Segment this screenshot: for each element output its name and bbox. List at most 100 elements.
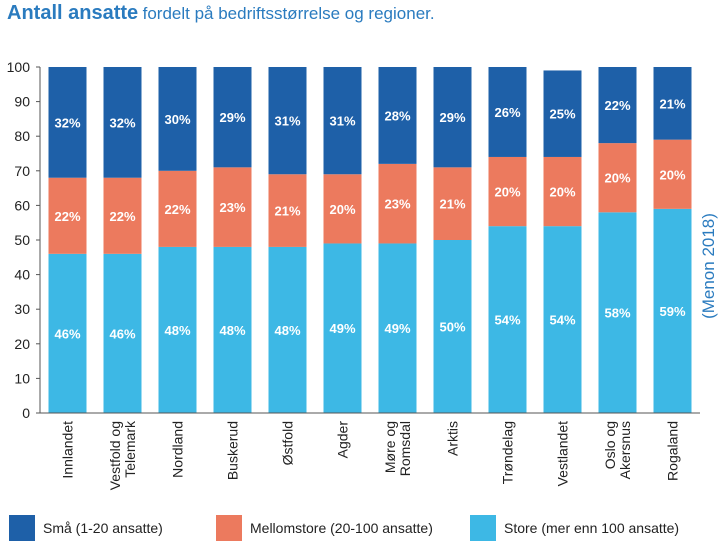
x-category-label: Buskerud — [225, 421, 241, 480]
data-label: 20% — [549, 185, 575, 200]
bar-segment — [103, 67, 142, 178]
data-label: 21% — [274, 204, 300, 219]
data-label: 31% — [329, 114, 355, 129]
data-label: 30% — [164, 112, 190, 127]
x-category-label-line: Telemark — [122, 420, 138, 478]
data-label: 22% — [54, 209, 80, 224]
data-label: 54% — [549, 313, 575, 328]
y-tick-label: 0 — [22, 405, 30, 421]
x-category-label: Arktis — [445, 421, 461, 456]
bar-segment — [48, 177, 87, 254]
x-category-label: Trøndelag — [500, 421, 516, 484]
y-tick-label: 30 — [14, 301, 30, 317]
data-label: 21% — [659, 96, 685, 111]
bar-segment — [378, 163, 417, 244]
bar-segment — [268, 67, 307, 175]
legend-swatch-medium — [216, 515, 242, 541]
x-category-label: Oslo og Akersnus — [602, 421, 633, 479]
bar-segment — [268, 246, 307, 413]
data-label: 32% — [54, 115, 80, 130]
bar-segment — [268, 174, 307, 247]
data-label: 23% — [384, 197, 410, 212]
chart-title-rest: fordelt på bedriftsstørrelse og regioner… — [142, 4, 435, 23]
y-tick-label: 70 — [14, 163, 30, 179]
bar-segment — [488, 156, 527, 227]
x-category-label-line: Agder — [335, 421, 351, 459]
x-category-label-line: Rogaland — [665, 421, 681, 481]
data-label: 23% — [219, 200, 245, 215]
data-label: 46% — [54, 326, 80, 341]
data-label: 48% — [164, 323, 190, 338]
bar-segment — [598, 212, 637, 413]
x-category-label-line: Møre og — [382, 421, 398, 473]
source-note: (Menon 2018) — [699, 213, 718, 319]
bar-segment — [213, 246, 252, 413]
x-category-label-line: Oslo og — [602, 421, 618, 469]
data-label: 22% — [109, 209, 135, 224]
bar-segment — [213, 67, 252, 168]
bar-segment — [103, 177, 142, 254]
bar-segment — [543, 156, 582, 227]
data-label: 46% — [109, 326, 135, 341]
y-tick-label: 40 — [14, 267, 30, 283]
bar-segment — [213, 167, 252, 247]
bar-segment — [323, 243, 362, 413]
data-label: 49% — [329, 321, 355, 336]
x-category-label: Rogaland — [665, 421, 681, 481]
y-tick-label: 80 — [14, 128, 30, 144]
y-tick-label: 100 — [7, 59, 31, 75]
data-label: 22% — [164, 202, 190, 217]
x-category-label: Møre og Romsdal — [382, 421, 413, 476]
bar-segment — [433, 67, 472, 168]
data-label: 28% — [384, 108, 410, 123]
x-category-label-line: Trøndelag — [500, 421, 516, 484]
bar-segment — [158, 246, 197, 413]
x-category-label: Innlandet — [60, 421, 76, 479]
data-label: 48% — [274, 323, 300, 338]
y-tick-label: 20 — [14, 336, 30, 352]
x-category-label-line: Østfold — [280, 421, 296, 465]
x-category-label: Nordland — [170, 421, 186, 478]
chart-title-bold: Antall ansatte — [7, 2, 139, 24]
y-tick-label: 50 — [14, 232, 30, 248]
data-label: 20% — [604, 171, 630, 186]
x-category-label: Vestlandet — [555, 421, 571, 486]
y-tick-label: 60 — [14, 197, 30, 213]
legend-item-large: Store (mer enn 100 ansatte) — [470, 515, 679, 541]
data-label: 22% — [604, 98, 630, 113]
bar-segment — [433, 240, 472, 413]
bar-segment — [598, 67, 637, 144]
legend-item-medium: Mellomstore (20-100 ansatte) — [216, 515, 433, 541]
bar-segment — [653, 67, 692, 140]
bar-segment — [433, 167, 472, 240]
legend-swatch-large — [470, 515, 496, 541]
x-category-label-line: Innlandet — [60, 421, 76, 479]
data-label: 29% — [219, 110, 245, 125]
bar-segment — [543, 226, 582, 413]
x-category-label-line: Vestlandet — [555, 421, 571, 486]
bar-segment — [653, 139, 692, 209]
data-label: 26% — [494, 105, 520, 120]
data-label: 29% — [439, 110, 465, 125]
bar-segment — [158, 170, 197, 247]
data-label: 49% — [384, 321, 410, 336]
data-label: 54% — [494, 313, 520, 328]
bar-segment — [488, 67, 527, 157]
data-label: 32% — [109, 115, 135, 130]
x-category-label: Østfold — [280, 421, 296, 465]
legend-label-medium: Mellomstore (20-100 ansatte) — [250, 520, 433, 536]
data-label: 58% — [604, 306, 630, 321]
bar-segment — [48, 253, 87, 413]
x-category-label-line: Romsdal — [397, 421, 413, 476]
legend-swatch-small — [9, 515, 35, 541]
data-label: 20% — [329, 202, 355, 217]
x-category-label-line: Buskerud — [225, 421, 241, 480]
bar-segment — [103, 253, 142, 413]
x-category-label-line: Nordland — [170, 421, 186, 478]
bar-segment — [158, 67, 197, 171]
bar-segment — [48, 67, 87, 178]
bar-segment — [378, 67, 417, 164]
data-label: 31% — [274, 114, 300, 129]
bar-segment — [323, 174, 362, 244]
